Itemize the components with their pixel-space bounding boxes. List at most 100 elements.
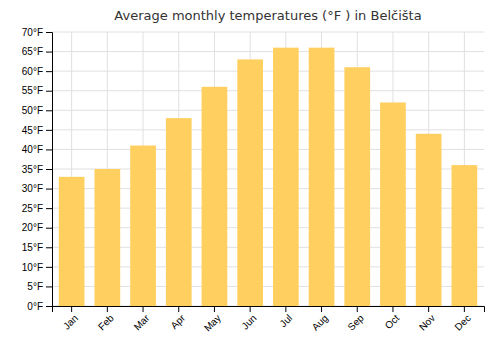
grid-line-y: [52, 90, 484, 91]
y-tick: 20°F: [22, 222, 52, 233]
bar: [273, 48, 299, 306]
x-tick-mark: [428, 306, 429, 312]
title: Average monthly temperatures (°F ) in Be…: [114, 8, 421, 23]
bar: [237, 59, 263, 306]
y-tick: 60°F: [22, 66, 52, 77]
y-tick-mark: [46, 32, 52, 33]
y-tick-mark: [46, 169, 52, 170]
y-tick-mark: [46, 247, 52, 248]
y-tick: 65°F: [22, 46, 52, 57]
y-tick-label: 65°F: [22, 46, 43, 57]
y-tick-mark: [46, 52, 52, 53]
x-tick: Oct: [383, 306, 402, 331]
y-tick: 70°F: [22, 27, 52, 38]
x-tick-label: May: [202, 312, 223, 333]
y-tick: 25°F: [22, 203, 52, 214]
x-tick-mark: [250, 306, 251, 312]
y-tick: 0°F: [27, 301, 52, 312]
x-tick: Jul: [278, 306, 295, 329]
y-tick: 15°F: [22, 242, 52, 253]
x-tick: Mar: [132, 306, 152, 332]
y-tick-label: 20°F: [22, 222, 43, 233]
x-axis: Jan Feb Mar Apr May Jun Jul Aug Sep Oct Nov Dec: [53, 306, 485, 334]
grid-line-y: [52, 110, 484, 111]
y-tick: 10°F: [22, 262, 52, 273]
x-tick-mark: [107, 306, 108, 312]
y-tick: 55°F: [22, 85, 52, 96]
x-tick-label: Sep: [345, 312, 366, 333]
x-tick-label: Apr: [168, 312, 187, 331]
bar: [166, 118, 192, 306]
y-tick: 40°F: [22, 144, 52, 155]
x-axis-line: [53, 307, 485, 313]
x-tick-mark: [71, 306, 72, 312]
y-tick-mark: [46, 91, 52, 92]
y-tick-mark: [46, 228, 52, 229]
x-tick-mark: [285, 306, 286, 312]
x-tick-mark: [392, 306, 393, 312]
bar: [309, 48, 335, 306]
x-tick: Aug: [310, 306, 330, 333]
y-tick-label: 15°F: [22, 242, 43, 253]
bars: [59, 48, 477, 306]
y-tick-label: 40°F: [22, 144, 43, 155]
y-tick-label: 10°F: [22, 262, 43, 273]
x-tick-label: Feb: [96, 312, 116, 332]
chart: 0°F 5°F 10°F 15°F 20°F 25°F 30°F 35°F 40°F 45°F 50…: [0, 0, 500, 350]
x-tick-mark: [357, 306, 358, 312]
x-tick-mark: [464, 306, 465, 312]
y-tick-label: 70°F: [22, 27, 43, 38]
y-axis-line: [46, 33, 53, 307]
y-tick-label: 0°F: [27, 301, 43, 312]
x-tick: Sep: [345, 306, 366, 333]
grid-line-y: [52, 32, 484, 33]
x-tick: Nov: [417, 306, 437, 333]
bar: [380, 102, 406, 306]
x-tick: May: [202, 306, 223, 334]
x-tick-label: Aug: [310, 312, 330, 332]
y-tick: 5°F: [27, 281, 52, 292]
x-tick: Dec: [452, 306, 472, 333]
y-tick-mark: [46, 306, 52, 307]
x-tick: Jun: [239, 306, 258, 332]
y-tick-label: 55°F: [22, 85, 43, 96]
y-tick-mark: [46, 208, 52, 209]
x-tick-label: Mar: [132, 312, 152, 332]
y-tick: 45°F: [22, 125, 52, 136]
bar: [59, 177, 85, 306]
bar: [344, 67, 370, 306]
x-tick-mark: [143, 306, 144, 312]
y-tick-mark: [46, 130, 52, 131]
x-tick-label: Jul: [278, 312, 295, 329]
y-tick-label: 60°F: [22, 66, 43, 77]
y-tick-label: 30°F: [22, 183, 43, 194]
y-tick-mark: [46, 71, 52, 72]
y-tick-label: 5°F: [27, 281, 43, 292]
bar: [94, 169, 120, 306]
x-tick-mark: [321, 306, 322, 312]
y-tick-label: 50°F: [22, 105, 43, 116]
grid-line-y: [52, 51, 484, 52]
y-tick: 50°F: [22, 105, 52, 116]
y-tick-mark: [46, 189, 52, 190]
y-tick-label: 25°F: [22, 203, 43, 214]
bar: [130, 146, 156, 306]
y-tick-label: 45°F: [22, 125, 43, 136]
grid-line-y: [52, 129, 484, 130]
x-tick: Apr: [168, 306, 187, 331]
x-tick-label: Nov: [417, 312, 437, 332]
bar: [202, 87, 228, 306]
y-tick: 30°F: [22, 183, 52, 194]
x-tick: Jan: [61, 306, 80, 332]
x-tick-mark: [178, 306, 179, 312]
y-tick: 35°F: [22, 164, 52, 175]
grid-line-y: [52, 71, 484, 72]
y-tick-mark: [46, 267, 52, 268]
y-tick-mark: [46, 149, 52, 150]
grid: [52, 32, 484, 306]
plot: 0°F 5°F 10°F 15°F 20°F 25°F 30°F 35°F 40°F 45°F 50…: [22, 27, 485, 334]
x-tick-mark: [214, 306, 215, 312]
x-tick-label: Dec: [452, 312, 472, 332]
x-tick-label: Jan: [61, 312, 80, 331]
bar: [452, 165, 478, 306]
